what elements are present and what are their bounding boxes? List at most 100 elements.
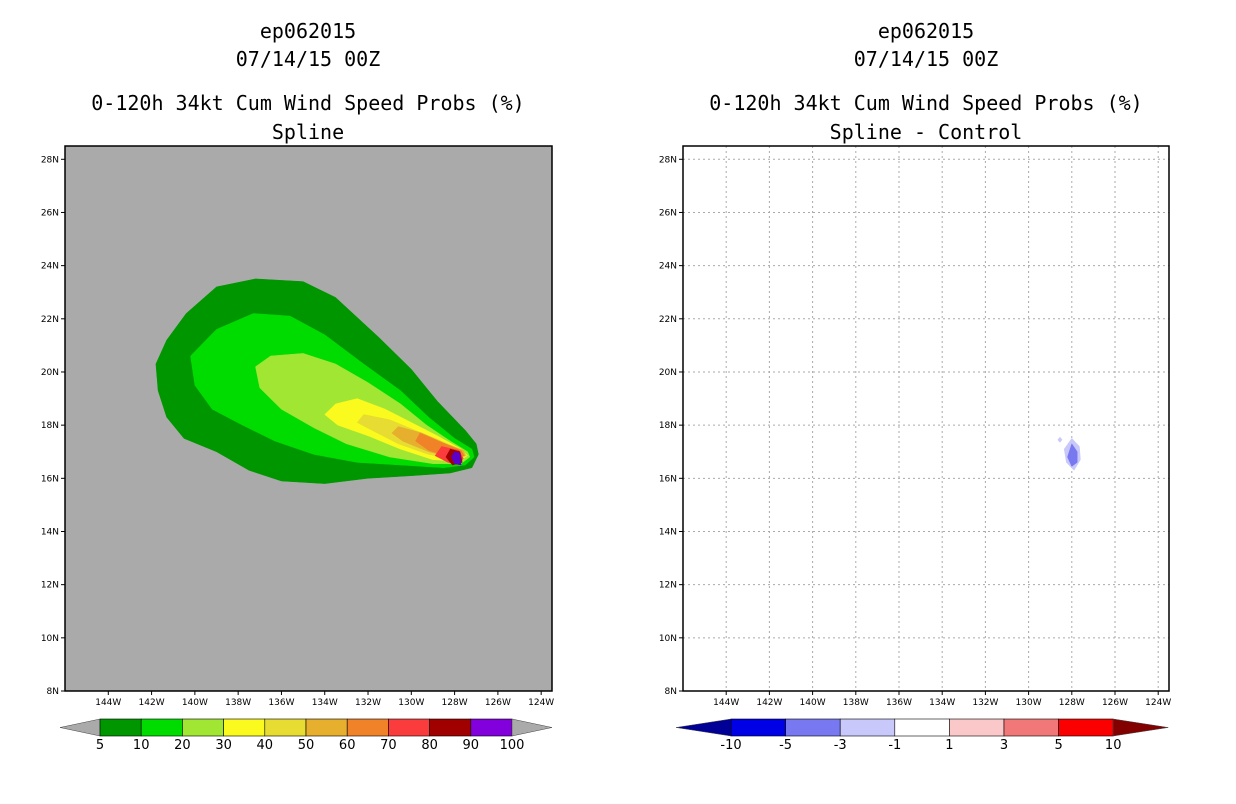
colorbar-label: 70: [380, 738, 397, 753]
x-tick-label: 134W: [929, 698, 955, 708]
y-tick-label: 26N: [41, 208, 59, 218]
colorbar-segment: [785, 718, 841, 737]
colorbar-label: 90: [463, 738, 480, 753]
colorbar-segment: [99, 718, 142, 737]
y-tick-label: 10N: [41, 634, 59, 644]
right-plot-area: 144W 142W 140W 138W 136W 134W 132W 130W 128W 126W…: [659, 145, 1171, 708]
y-tick-label: 26N: [659, 208, 677, 218]
left-title-datetime: 07/14/15 00Z: [236, 47, 381, 71]
colorbar-segment: [1058, 718, 1114, 737]
colorbar-label: 20: [174, 738, 191, 753]
colorbar-segment: [264, 718, 307, 737]
y-tick-label: 8N: [665, 687, 677, 697]
colorbar-label: 5: [96, 738, 104, 753]
left-plot-area: 144W 142W 140W 138W 136W 134W 132W 130W 128W 126W…: [41, 145, 554, 708]
y-tick-label: 8N: [47, 687, 59, 697]
colorbar-segment: [949, 718, 1005, 737]
y-tick-label: 24N: [659, 262, 677, 272]
x-tick-label: 144W: [95, 698, 121, 708]
x-tick-label: 140W: [182, 698, 208, 708]
x-tick-label: 128W: [1059, 698, 1085, 708]
colorbar-label: 5: [1054, 738, 1062, 753]
colorbar-segment: [1003, 718, 1059, 737]
plot-frame: [64, 145, 553, 692]
colorbar-label: 80: [421, 738, 438, 753]
y-tick-label: 20N: [41, 368, 59, 378]
y-tick-label: 22N: [41, 315, 59, 325]
x-tick-label: 130W: [398, 698, 424, 708]
colorbar-segment: [894, 718, 950, 737]
plot-frame: [682, 145, 1170, 692]
x-tick-label: 126W: [1102, 698, 1128, 708]
y-tick-label: 12N: [41, 581, 59, 591]
y-tick-label: 10N: [659, 634, 677, 644]
x-tick-label: 134W: [312, 698, 338, 708]
left-title-product: 0-120h 34kt Cum Wind Speed Probs (%): [91, 91, 524, 115]
colorbar-label: 100: [500, 738, 525, 753]
x-tick-label: 130W: [1016, 698, 1042, 708]
colorbar-label: 1: [945, 738, 953, 753]
x-tick-label: 136W: [268, 698, 294, 708]
colorbar-label: -1: [888, 738, 901, 753]
x-tick-label: 138W: [843, 698, 869, 708]
x-tick-label: 124W: [528, 698, 554, 708]
colorbar-high-arrow: [511, 718, 553, 737]
y-tick-label: 20N: [659, 368, 677, 378]
y-tick-label: 18N: [659, 421, 677, 431]
colorbar-label: 30: [215, 738, 232, 753]
plot-background: [683, 146, 1169, 691]
colorbar-label: -10: [720, 738, 741, 753]
contour-level--3: [1057, 436, 1063, 443]
colorbar-segment: [346, 718, 389, 737]
x-tick-label: 132W: [972, 698, 998, 708]
colorbar-segment: [140, 718, 183, 737]
right-title-product: 0-120h 34kt Cum Wind Speed Probs (%): [709, 91, 1142, 115]
colorbar-low-arrow: [675, 718, 732, 737]
colorbar-low-arrow: [59, 718, 101, 737]
x-tick-label: 136W: [886, 698, 912, 708]
y-tick-label: 12N: [659, 581, 677, 591]
left-title-method: Spline: [272, 120, 344, 144]
colorbar-high-arrow: [1112, 718, 1169, 737]
y-tick-label: 16N: [659, 474, 677, 484]
x-tick-label: 142W: [139, 698, 165, 708]
colorbar-label: 50: [298, 738, 315, 753]
x-tick-label: 140W: [800, 698, 826, 708]
left-title-storm-id: ep062015: [260, 19, 356, 43]
y-tick-label: 28N: [41, 155, 59, 165]
colorbar-segment: [470, 718, 513, 737]
colorbar-segment: [839, 718, 896, 737]
right-panel: ep062015 07/14/15 00Z 0-120h 34kt Cum Wi…: [659, 19, 1172, 753]
x-tick-label: 132W: [355, 698, 381, 708]
colorbar-label: -5: [779, 738, 792, 753]
right-title-method: Spline - Control: [830, 120, 1023, 144]
right-title-storm-id: ep062015: [878, 19, 974, 43]
y-tick-label: 28N: [659, 155, 677, 165]
x-tick-label: 124W: [1145, 698, 1171, 708]
colorbar-label: 10: [133, 738, 150, 753]
colorbar-label: 40: [257, 738, 274, 753]
colorbar-segment: [182, 718, 224, 737]
left-panel: ep062015 07/14/15 00Z 0-120h 34kt Cum Wi…: [41, 19, 555, 753]
y-tick-label: 18N: [41, 421, 59, 431]
colorbar-label: 60: [339, 738, 356, 753]
colorbar-label: -3: [834, 738, 847, 753]
colorbar-segment: [223, 718, 266, 737]
right-title-datetime: 07/14/15 00Z: [854, 47, 999, 71]
y-tick-label: 16N: [41, 474, 59, 484]
colorbar-segment: [730, 718, 786, 737]
x-tick-label: 144W: [713, 698, 739, 708]
x-tick-label: 138W: [225, 698, 251, 708]
x-tick-label: 128W: [442, 698, 468, 708]
colorbar-label: 3: [1000, 738, 1008, 753]
y-tick-label: 22N: [659, 315, 677, 325]
contour-level-90: [451, 451, 462, 466]
y-tick-label: 14N: [41, 527, 59, 537]
x-tick-label: 142W: [756, 698, 782, 708]
colorbar-segment: [388, 718, 430, 737]
colorbar-label: 10: [1105, 738, 1122, 753]
colorbar-segment: [305, 718, 348, 737]
y-tick-label: 14N: [659, 527, 677, 537]
left-colorbar: 5 10 20 30 40 50 60 70 80 90 100: [59, 718, 553, 753]
